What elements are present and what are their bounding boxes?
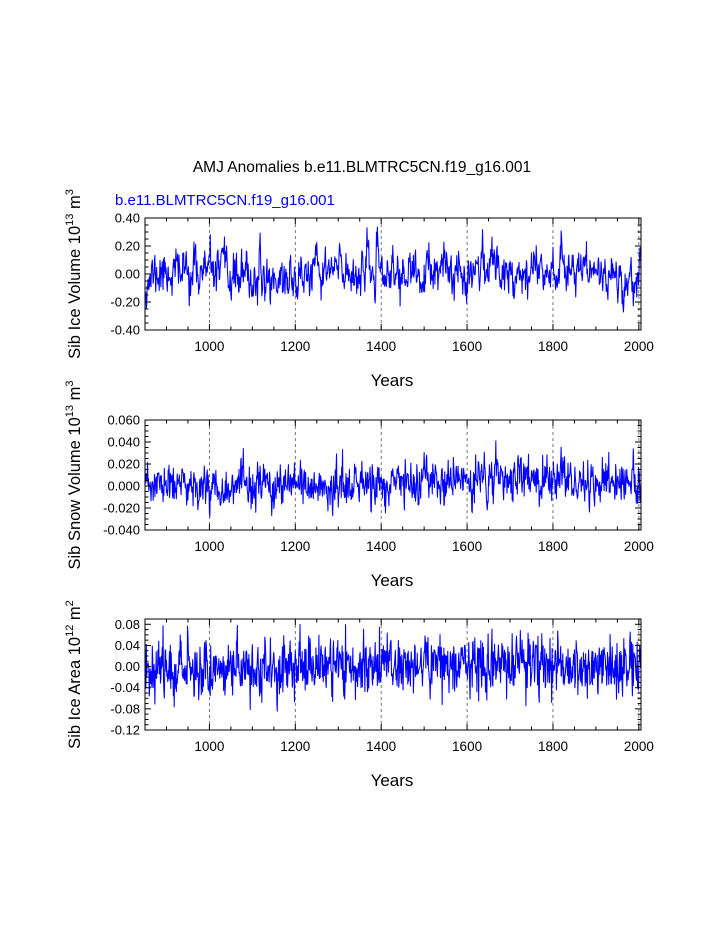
- y-tick-label: -0.040: [103, 523, 140, 538]
- plot-frame: [144, 618, 642, 731]
- x-tick-label: 1600: [452, 539, 482, 554]
- y-tick-label: 0.020: [107, 457, 140, 472]
- y-axis-label-superscript: 2: [64, 600, 76, 606]
- y-axis-label-part: Sib Snow Volume 10: [66, 417, 84, 569]
- y-axis-label: Sib Snow Volume 1013 m3: [64, 381, 84, 570]
- x-tick-label: 1200: [280, 339, 310, 354]
- y-axis-label-superscript: 13: [64, 214, 76, 226]
- y-tick-label: 0.00: [115, 267, 140, 282]
- y-axis-label-part: m: [66, 606, 84, 624]
- y-tick-label: 0.040: [107, 435, 140, 450]
- x-tick-label: 2000: [624, 739, 654, 754]
- x-tick-label: 1000: [194, 339, 224, 354]
- chart-panel-3: 1000 1200 1400 1600 1800 2000 -0.12 -0.08 -0.04 0…: [64, 600, 654, 790]
- x-tick-label: 1800: [538, 339, 568, 354]
- x-tick-label: 2000: [624, 539, 654, 554]
- x-axis-label: Years: [371, 771, 414, 790]
- y-tick-label: -0.08: [110, 701, 140, 716]
- x-tick-label: 1000: [194, 539, 224, 554]
- data-series-line: [144, 623, 642, 712]
- y-axis-label-superscript: 13: [64, 405, 76, 417]
- chart-title: AMJ Anomalies b.e11.BLMTRC5CN.f19_g16.00…: [193, 159, 531, 176]
- series-label: b.e11.BLMTRC5CN.f19_g16.001: [115, 192, 335, 209]
- y-tick-label: 0.00: [115, 659, 140, 674]
- chart-panel-1: 1000 1200 1400 1600 1800 2000 -0.40 -0.20 0.00 0.…: [64, 189, 654, 390]
- chart-panel-2: 1000 1200 1400 1600 1800 2000 -0.040 -0.020 0.00…: [64, 381, 654, 590]
- y-tick-label: -0.020: [103, 501, 140, 516]
- data-series-line: [144, 226, 642, 313]
- y-axis-label-superscript: 3: [64, 189, 76, 195]
- y-tick-label: -0.20: [110, 295, 140, 310]
- y-tick-label: -0.12: [110, 723, 140, 738]
- y-axis-label-superscript: 3: [64, 381, 76, 387]
- y-axis-label-part: m: [66, 387, 84, 405]
- x-tick-label: 1400: [366, 539, 396, 554]
- x-tick-label: 1800: [538, 739, 568, 754]
- x-axis-label: Years: [371, 571, 414, 590]
- y-axis-label-part: Sib Ice Area 10: [66, 637, 84, 749]
- y-axis-label: Sib Ice Area 1012 m2: [64, 600, 84, 749]
- y-tick-label: 0.20: [115, 239, 140, 254]
- y-tick-label: 0.40: [115, 211, 140, 226]
- x-tick-label: 2000: [624, 339, 654, 354]
- y-tick-label: 0.04: [115, 638, 140, 653]
- y-axis-label-part: Sib Ice Volume 10: [66, 226, 84, 359]
- y-axis-label-part: m: [66, 195, 84, 213]
- x-tick-label: 1400: [366, 339, 396, 354]
- y-tick-label: 0.08: [115, 617, 140, 632]
- y-axis-label-superscript: 12: [64, 625, 76, 637]
- x-tick-label: 1400: [366, 739, 396, 754]
- y-tick-label: 0.060: [107, 413, 140, 428]
- y-tick-label: 0.000: [107, 479, 140, 494]
- x-tick-label: 1200: [280, 539, 310, 554]
- x-tick-label: 1800: [538, 539, 568, 554]
- x-axis-label: Years: [371, 371, 414, 390]
- x-tick-label: 1600: [452, 739, 482, 754]
- y-tick-label: -0.04: [110, 680, 140, 695]
- x-tick-label: 1000: [194, 739, 224, 754]
- y-tick-label: -0.40: [110, 323, 140, 338]
- data-series-line: [144, 440, 642, 517]
- x-tick-label: 1200: [280, 739, 310, 754]
- x-tick-label: 1600: [452, 339, 482, 354]
- y-axis-label: Sib Ice Volume 1013 m3: [64, 189, 84, 359]
